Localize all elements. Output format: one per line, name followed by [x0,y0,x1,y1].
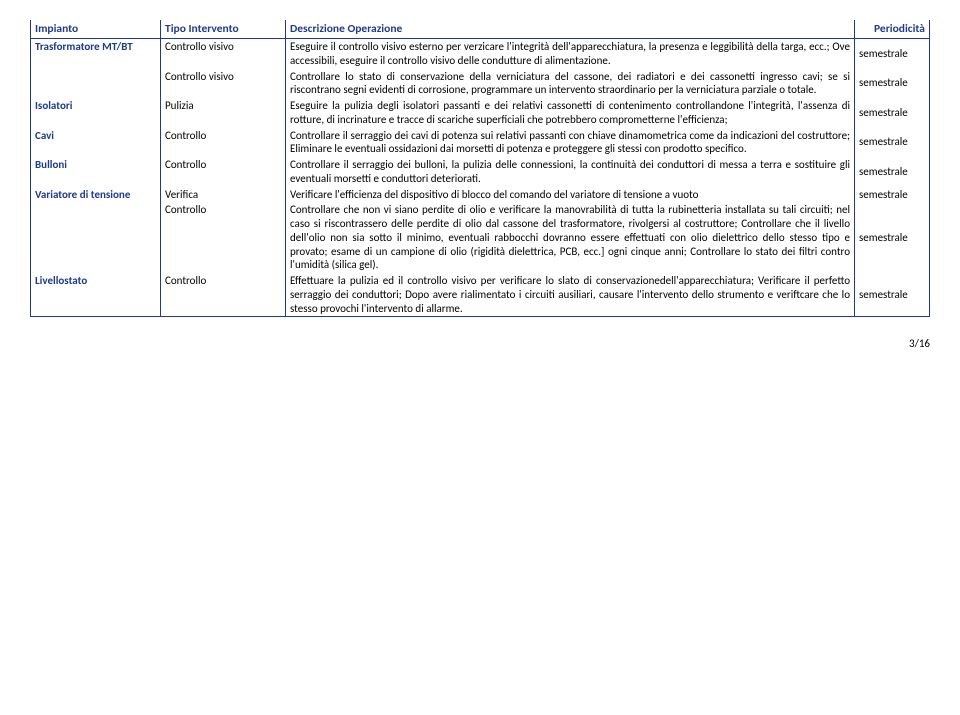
header-impianto: Impianto [31,20,161,39]
header-tipo: Tipo Intervento [161,20,286,39]
table-row: Controllo visivoControllare lo stato di … [31,69,930,99]
cell-impianto: Livellostato [31,273,161,317]
cell-desc: Controllare il serraggio dei cavi di pot… [286,128,855,158]
cell-periodo: semestrale [855,39,930,69]
cell-periodo: semestrale [855,69,930,99]
cell-impianto [31,69,161,99]
cell-desc: Controllare lo stato di conservazione de… [286,69,855,99]
table-row: Variatore di tensioneVerificaVerificare … [31,187,930,203]
cell-periodo: semestrale [855,273,930,317]
cell-tipo: Verifica [161,187,286,203]
cell-desc: Controllare il serraggio dei bulloni, la… [286,157,855,187]
cell-impianto: Variatore di tensione [31,187,161,203]
cell-impianto: Cavi [31,128,161,158]
header-desc: Descrizione Operazione [286,20,855,39]
cell-tipo: Controllo [161,157,286,187]
table-row: CaviControlloControllare il serraggio de… [31,128,930,158]
cell-tipo: Pulizia [161,98,286,128]
cell-tipo: Controllo [161,128,286,158]
cell-periodo: semestrale [855,157,930,187]
cell-desc: Effettuare la pulizia ed il controllo vi… [286,273,855,317]
header-periodo: Periodicità [855,20,930,39]
cell-tipo: Controllo visivo [161,39,286,69]
table-row: IsolatoriPuliziaEseguire la pulizia degl… [31,98,930,128]
table-row: BulloniControlloControllare il serraggio… [31,157,930,187]
cell-desc: Eseguire il controllo visivo esterno per… [286,39,855,69]
table-row: ControlloControllare che non vi siano pe… [31,202,930,273]
cell-periodo: semestrale [855,187,930,203]
cell-tipo: Controllo [161,273,286,317]
cell-desc: Controllare che non vi siano perdite di … [286,202,855,273]
cell-tipo: Controllo visivo [161,69,286,99]
cell-periodo: semestrale [855,202,930,273]
cell-impianto: Isolatori [31,98,161,128]
header-row: Impianto Tipo Intervento Descrizione Ope… [31,20,930,39]
cell-impianto: Trasformatore MT/BT [31,39,161,69]
cell-impianto [31,202,161,273]
cell-tipo: Controllo [161,202,286,273]
table-row: Trasformatore MT/BTControllo visivoEsegu… [31,39,930,69]
maintenance-table: Impianto Tipo Intervento Descrizione Ope… [30,20,930,317]
cell-periodo: semestrale [855,98,930,128]
cell-periodo: semestrale [855,128,930,158]
cell-desc: Eseguire la pulizia degli isolatori pass… [286,98,855,128]
page-number: 3/16 [30,337,930,350]
cell-impianto: Bulloni [31,157,161,187]
cell-desc: Verificare l'efficienza del dispositivo … [286,187,855,203]
table-row: LivellostatoControlloEffettuare la puliz… [31,273,930,317]
